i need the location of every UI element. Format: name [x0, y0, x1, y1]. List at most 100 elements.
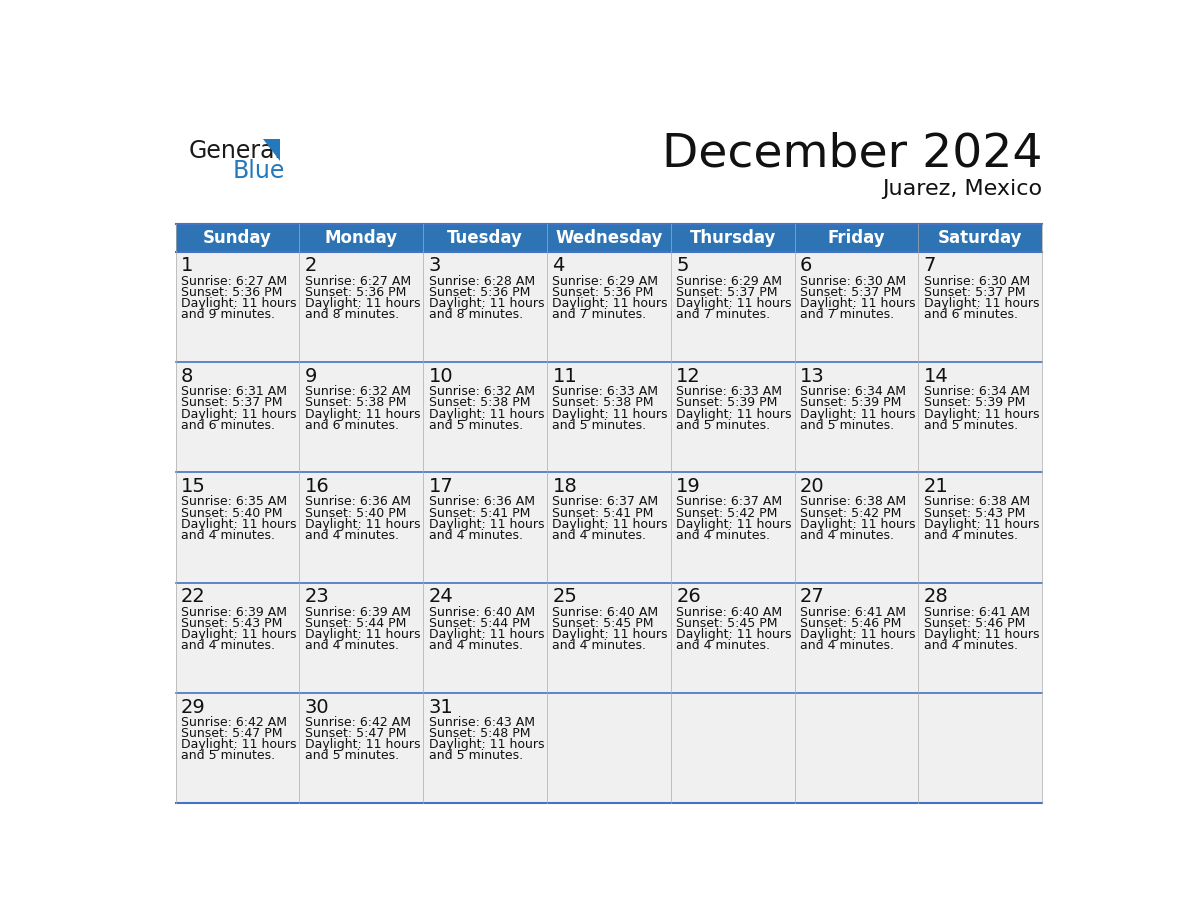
- Text: Sunset: 5:36 PM: Sunset: 5:36 PM: [429, 286, 530, 299]
- Text: Daylight: 11 hours: Daylight: 11 hours: [924, 297, 1040, 310]
- Text: Sunrise: 6:40 AM: Sunrise: 6:40 AM: [552, 606, 658, 619]
- Text: General: General: [189, 140, 282, 163]
- Bar: [423, 693, 546, 803]
- Text: Daylight: 11 hours: Daylight: 11 hours: [676, 628, 791, 641]
- Text: and 7 minutes.: and 7 minutes.: [800, 308, 895, 321]
- Text: Sunset: 5:37 PM: Sunset: 5:37 PM: [181, 397, 283, 409]
- Text: Daylight: 11 hours: Daylight: 11 hours: [552, 408, 668, 420]
- Text: Sunset: 5:41 PM: Sunset: 5:41 PM: [552, 507, 653, 520]
- Text: 19: 19: [676, 477, 701, 496]
- Text: Sunrise: 6:30 AM: Sunrise: 6:30 AM: [800, 274, 906, 288]
- Text: Sunrise: 6:40 AM: Sunrise: 6:40 AM: [676, 606, 782, 619]
- Text: 26: 26: [676, 588, 701, 606]
- Text: Sunrise: 6:34 AM: Sunrise: 6:34 AM: [800, 386, 906, 398]
- Text: Sunset: 5:46 PM: Sunset: 5:46 PM: [924, 617, 1025, 630]
- Text: Daylight: 11 hours: Daylight: 11 hours: [305, 518, 421, 531]
- Text: Juarez, Mexico: Juarez, Mexico: [881, 179, 1042, 199]
- Text: and 7 minutes.: and 7 minutes.: [676, 308, 770, 321]
- Text: Sunrise: 6:42 AM: Sunrise: 6:42 AM: [305, 716, 411, 729]
- Bar: [176, 362, 299, 473]
- Text: Sunset: 5:36 PM: Sunset: 5:36 PM: [181, 286, 283, 299]
- Text: Daylight: 11 hours: Daylight: 11 hours: [181, 518, 297, 531]
- Bar: [546, 583, 671, 693]
- Text: Sunrise: 6:37 AM: Sunrise: 6:37 AM: [676, 496, 782, 509]
- Text: Sunset: 5:42 PM: Sunset: 5:42 PM: [800, 507, 902, 520]
- Text: Sunrise: 6:34 AM: Sunrise: 6:34 AM: [924, 386, 1030, 398]
- Text: Sunrise: 6:36 AM: Sunrise: 6:36 AM: [305, 496, 411, 509]
- Text: 1: 1: [181, 256, 194, 275]
- Text: 9: 9: [305, 366, 317, 386]
- Text: Sunrise: 6:39 AM: Sunrise: 6:39 AM: [305, 606, 411, 619]
- Bar: [671, 473, 795, 583]
- Text: 12: 12: [676, 366, 701, 386]
- Text: and 4 minutes.: and 4 minutes.: [924, 529, 1018, 542]
- Text: Sunset: 5:36 PM: Sunset: 5:36 PM: [305, 286, 406, 299]
- Text: 31: 31: [429, 698, 454, 717]
- Text: Daylight: 11 hours: Daylight: 11 hours: [676, 297, 791, 310]
- Text: Sunrise: 6:27 AM: Sunrise: 6:27 AM: [305, 274, 411, 288]
- Text: 23: 23: [305, 588, 329, 606]
- Text: Sunrise: 6:27 AM: Sunrise: 6:27 AM: [181, 274, 287, 288]
- Text: Sunrise: 6:38 AM: Sunrise: 6:38 AM: [924, 496, 1030, 509]
- Text: 8: 8: [181, 366, 194, 386]
- Bar: [546, 693, 671, 803]
- Text: Sunrise: 6:37 AM: Sunrise: 6:37 AM: [552, 496, 658, 509]
- Bar: [795, 583, 918, 693]
- Text: 14: 14: [924, 366, 948, 386]
- Text: Daylight: 11 hours: Daylight: 11 hours: [181, 408, 297, 420]
- Text: Sunrise: 6:31 AM: Sunrise: 6:31 AM: [181, 386, 287, 398]
- Bar: [546, 252, 671, 362]
- Bar: [671, 252, 795, 362]
- Text: Daylight: 11 hours: Daylight: 11 hours: [800, 408, 916, 420]
- Text: Sunrise: 6:29 AM: Sunrise: 6:29 AM: [552, 274, 658, 288]
- Text: and 4 minutes.: and 4 minutes.: [305, 639, 399, 652]
- Text: and 4 minutes.: and 4 minutes.: [552, 639, 646, 652]
- Text: Sunset: 5:37 PM: Sunset: 5:37 PM: [924, 286, 1025, 299]
- Text: and 4 minutes.: and 4 minutes.: [676, 639, 770, 652]
- Text: and 4 minutes.: and 4 minutes.: [429, 639, 523, 652]
- Text: and 8 minutes.: and 8 minutes.: [429, 308, 523, 321]
- Text: 13: 13: [800, 366, 824, 386]
- Text: Daylight: 11 hours: Daylight: 11 hours: [552, 628, 668, 641]
- Text: and 4 minutes.: and 4 minutes.: [676, 529, 770, 542]
- Text: and 5 minutes.: and 5 minutes.: [305, 749, 399, 763]
- Text: Sunset: 5:39 PM: Sunset: 5:39 PM: [800, 397, 902, 409]
- Bar: [423, 583, 546, 693]
- Text: Daylight: 11 hours: Daylight: 11 hours: [429, 628, 544, 641]
- Text: and 5 minutes.: and 5 minutes.: [429, 749, 523, 763]
- Text: and 4 minutes.: and 4 minutes.: [305, 529, 399, 542]
- Bar: [795, 473, 918, 583]
- Text: 4: 4: [552, 256, 564, 275]
- Text: and 6 minutes.: and 6 minutes.: [181, 419, 276, 431]
- Bar: [299, 473, 423, 583]
- Text: Sunset: 5:40 PM: Sunset: 5:40 PM: [305, 507, 406, 520]
- Text: Sunrise: 6:41 AM: Sunrise: 6:41 AM: [800, 606, 906, 619]
- Text: Sunrise: 6:42 AM: Sunrise: 6:42 AM: [181, 716, 287, 729]
- Text: 20: 20: [800, 477, 824, 496]
- Text: Saturday: Saturday: [939, 229, 1023, 247]
- Text: Sunset: 5:41 PM: Sunset: 5:41 PM: [429, 507, 530, 520]
- Text: Sunset: 5:38 PM: Sunset: 5:38 PM: [552, 397, 653, 409]
- Text: Sunrise: 6:32 AM: Sunrise: 6:32 AM: [429, 386, 535, 398]
- Text: Sunrise: 6:32 AM: Sunrise: 6:32 AM: [305, 386, 411, 398]
- Text: and 4 minutes.: and 4 minutes.: [552, 529, 646, 542]
- Text: and 5 minutes.: and 5 minutes.: [924, 419, 1018, 431]
- Text: 21: 21: [924, 477, 948, 496]
- Text: 28: 28: [924, 588, 948, 606]
- Text: 16: 16: [305, 477, 329, 496]
- Text: Daylight: 11 hours: Daylight: 11 hours: [305, 297, 421, 310]
- Text: Sunrise: 6:33 AM: Sunrise: 6:33 AM: [552, 386, 658, 398]
- Bar: [299, 252, 423, 362]
- Bar: [795, 252, 918, 362]
- Bar: [423, 473, 546, 583]
- Text: Sunset: 5:45 PM: Sunset: 5:45 PM: [552, 617, 653, 630]
- Bar: [918, 473, 1042, 583]
- Text: Blue: Blue: [232, 159, 285, 183]
- Text: Sunrise: 6:35 AM: Sunrise: 6:35 AM: [181, 496, 287, 509]
- Bar: [671, 583, 795, 693]
- Text: Friday: Friday: [828, 229, 885, 247]
- Text: Monday: Monday: [324, 229, 398, 247]
- Text: Sunset: 5:48 PM: Sunset: 5:48 PM: [429, 727, 530, 740]
- Text: 7: 7: [924, 256, 936, 275]
- Text: Sunrise: 6:36 AM: Sunrise: 6:36 AM: [429, 496, 535, 509]
